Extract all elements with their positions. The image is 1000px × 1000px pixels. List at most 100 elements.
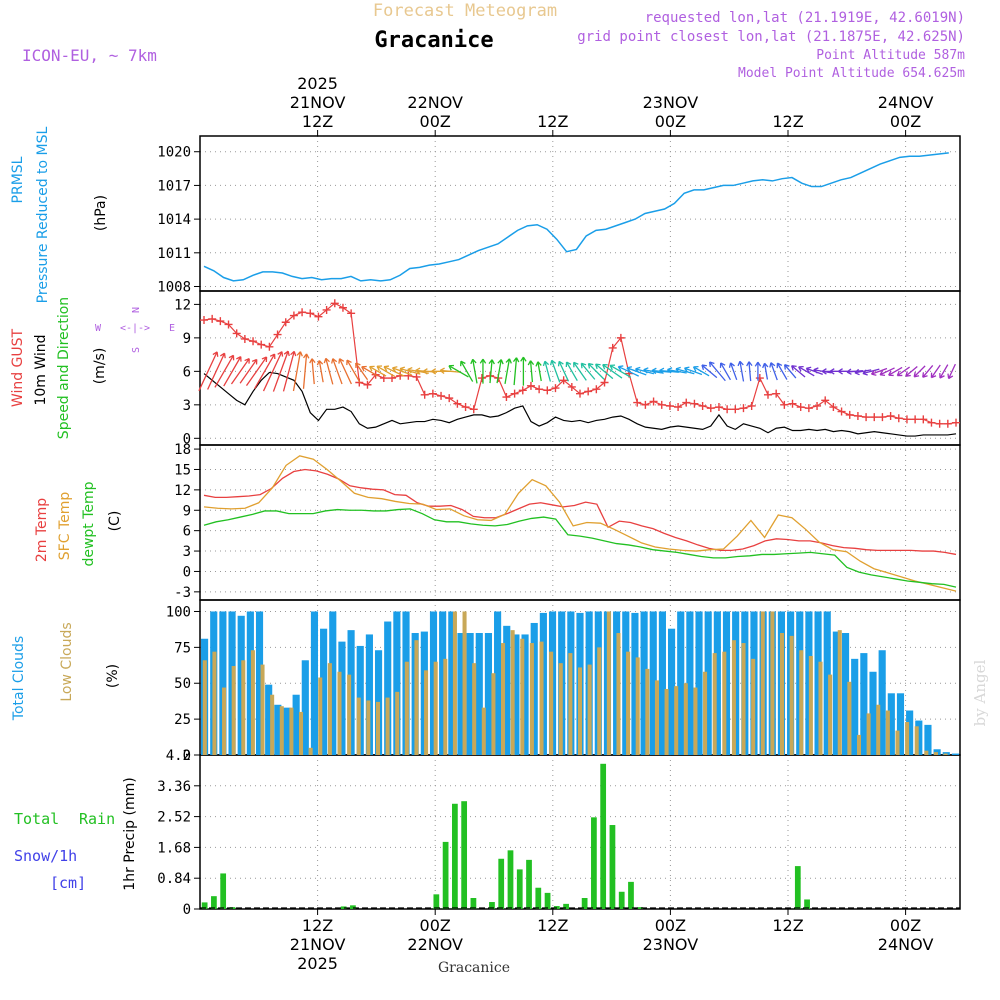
- gust-marker: [347, 309, 356, 318]
- total-cloud-bar: [457, 633, 465, 755]
- dewpt-line: [203, 508, 957, 588]
- wind-direction-arrow: [323, 357, 334, 385]
- gust-marker: [477, 374, 486, 383]
- low-cloud-bar: [318, 677, 323, 755]
- y-tick-label: 3.36: [157, 779, 191, 795]
- low-cloud-bar: [558, 663, 563, 755]
- wind-direction-arrow: [448, 364, 469, 378]
- total-cloud-bar: [338, 641, 346, 755]
- x-tick-label-bottom: 21NOV: [290, 935, 346, 954]
- wind-direction-arrow: [214, 354, 235, 388]
- gust-marker: [772, 389, 781, 398]
- total-cloud-bar: [878, 650, 886, 755]
- total-cloud-bar: [713, 611, 721, 755]
- rain-bar: [600, 763, 607, 909]
- low-cloud-bar: [472, 663, 477, 755]
- low-cloud-bar: [289, 707, 294, 755]
- low-cloud-bar: [885, 710, 890, 755]
- y-tick-label: 1017: [157, 178, 191, 194]
- y-tick-label: 1.68: [157, 840, 191, 856]
- gust-marker: [412, 372, 421, 381]
- gust-marker: [216, 317, 225, 326]
- gust-marker: [437, 391, 446, 400]
- y-tick-label: 1011: [157, 246, 191, 262]
- low-cloud-bar: [356, 697, 361, 755]
- total-cloud-bar: [265, 684, 273, 755]
- low-cloud-bar: [212, 651, 217, 755]
- wind-direction-arrow: [769, 362, 778, 381]
- wind-direction-arrow: [675, 366, 695, 375]
- low-cloud-bar: [895, 730, 900, 755]
- wind-direction-arrow: [338, 358, 352, 385]
- gust-marker: [698, 401, 707, 410]
- wind-direction-arrow: [535, 361, 542, 382]
- total-cloud-bar: [219, 611, 227, 755]
- pressure-line: [203, 152, 949, 282]
- temp-label-dewpt: dewpt Temp: [81, 481, 97, 566]
- pressure-label-2: Pressure Reduced to MSL: [35, 126, 51, 303]
- gust-marker: [608, 343, 617, 352]
- low-cloud-bar: [587, 664, 592, 755]
- wind-direction-arrow: [930, 364, 941, 379]
- y-tick-label: 75: [174, 640, 191, 656]
- wind-label-dir: Speed and Direction: [56, 297, 72, 439]
- x-tick-label-top: 12Z: [302, 112, 333, 131]
- wind-direction-arrow: [198, 351, 219, 392]
- wind-direction-arrow: [684, 366, 703, 376]
- x-tick-label-top: 23NOV: [643, 93, 699, 112]
- wind-line: [203, 371, 957, 437]
- precip-unit: 1hr Precip (mm): [122, 777, 138, 890]
- gust-marker: [592, 385, 601, 394]
- y-tick-label: 25: [174, 712, 191, 728]
- low-cloud-bar: [693, 687, 698, 755]
- gust-marker: [510, 389, 519, 398]
- y-tick-label: 0: [183, 564, 191, 580]
- wind-direction-arrow: [708, 361, 726, 382]
- gust-marker: [428, 389, 437, 398]
- gust-marker: [559, 376, 568, 385]
- gust-marker: [289, 311, 298, 320]
- x-tick-label-bottom: 2025: [297, 954, 338, 973]
- wind-direction-arrow: [746, 361, 753, 382]
- low-cloud-bar: [539, 641, 544, 755]
- x-tick-label-bottom: 00Z: [420, 916, 451, 935]
- low-cloud-bar: [231, 666, 236, 755]
- y-tick-label: 3: [183, 544, 191, 560]
- wind-direction-arrow: [602, 363, 623, 379]
- y-tick-label: 50: [174, 676, 191, 692]
- y-tick-label: 0: [183, 431, 191, 447]
- gust-marker: [567, 382, 576, 391]
- low-cloud-bar: [414, 640, 419, 755]
- wind-direction-arrow: [550, 359, 561, 383]
- gust-marker: [584, 387, 593, 396]
- total-cloud-bar: [640, 611, 648, 755]
- x-tick-label-bottom: 12Z: [302, 916, 333, 935]
- wind-direction-arrow: [870, 367, 888, 376]
- x-tick-label-bottom: 22NOV: [407, 935, 463, 954]
- gust-marker: [208, 314, 217, 323]
- rain-bar: [637, 907, 644, 909]
- total-cloud-bar: [521, 634, 529, 755]
- rain-bar: [489, 902, 495, 909]
- total-cloud-bar: [841, 633, 850, 755]
- low-cloud-bar: [712, 653, 717, 755]
- low-cloud-bar: [780, 633, 785, 755]
- wind-direction-arrow: [309, 358, 316, 385]
- y-tick-label: 1020: [157, 145, 191, 161]
- point-altitude: Point Altitude 587m: [816, 48, 965, 63]
- wind-rose-horizontal: <-|->: [120, 323, 150, 334]
- wind-label-10m: 10m Wind: [33, 334, 49, 405]
- low-cloud-bar: [385, 697, 390, 755]
- precip-label-total: Total: [14, 810, 59, 828]
- gust-marker: [338, 303, 347, 312]
- gust-marker: [616, 333, 625, 342]
- gust-marker: [902, 415, 911, 424]
- total-cloud-bar: [896, 693, 905, 755]
- wind-direction-arrow: [479, 358, 487, 384]
- wind-direction-arrow: [223, 356, 242, 387]
- wind-direction-arrow: [728, 362, 738, 381]
- y-tick-label: 9: [183, 503, 191, 519]
- total-cloud-bar: [695, 611, 703, 755]
- gust-marker: [853, 411, 862, 420]
- wind-direction-arrow: [496, 359, 504, 384]
